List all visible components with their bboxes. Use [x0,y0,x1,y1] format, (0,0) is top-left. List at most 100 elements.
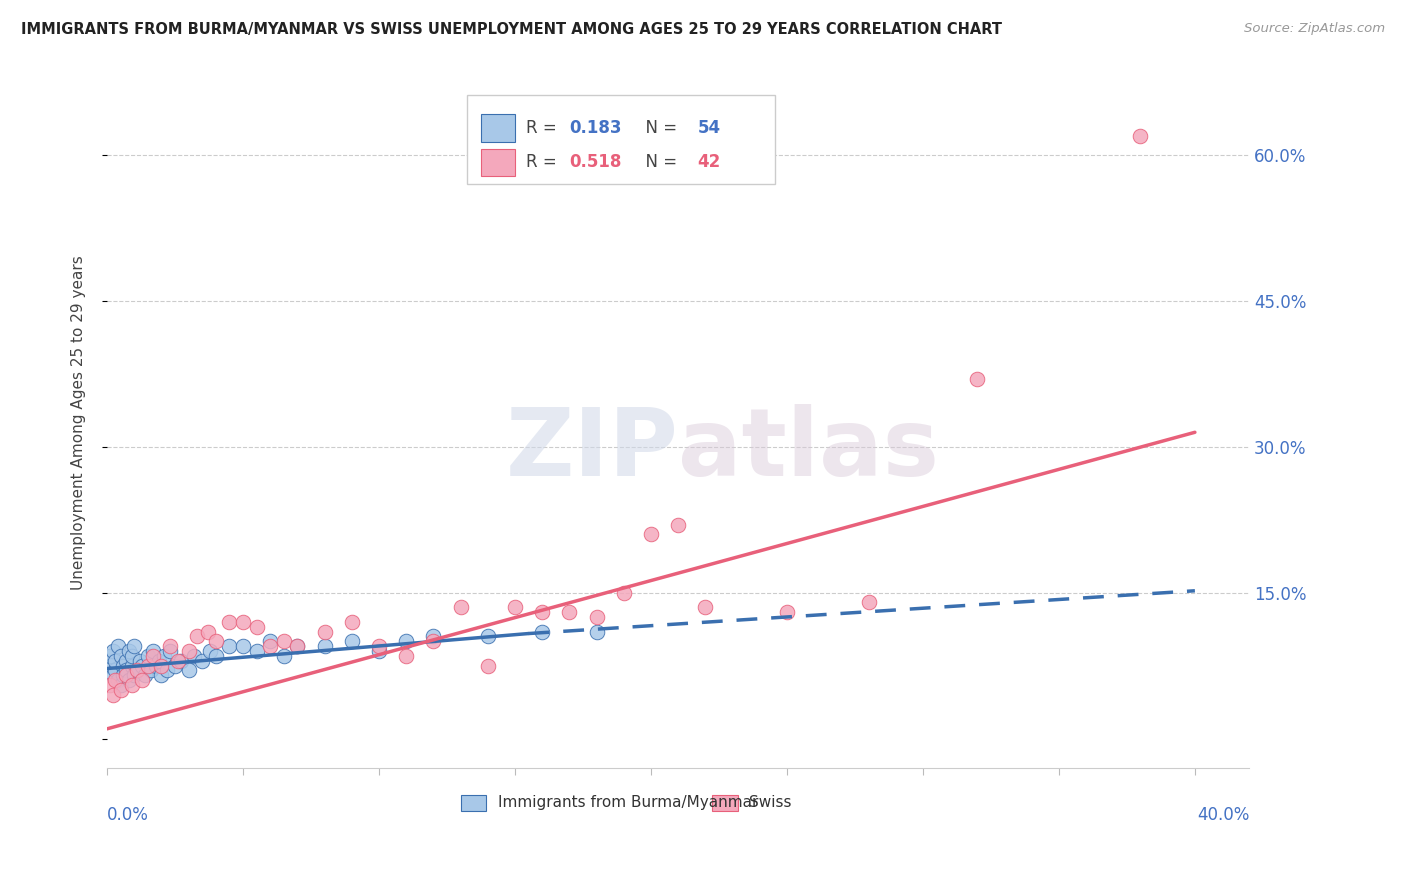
Point [112,658,135,673]
Point [422,630,444,644]
Point [118,673,141,688]
Point [585,624,607,639]
Point [122,668,145,682]
Point [1129,128,1152,143]
Point [205,648,228,663]
Point [205,634,228,648]
Point [101,688,124,702]
Point [666,517,689,532]
Point [340,615,363,629]
Point [101,668,124,682]
FancyBboxPatch shape [461,796,486,811]
Point [115,668,138,682]
Point [613,585,636,599]
Point [200,644,222,658]
Point [118,644,141,658]
Point [104,654,127,668]
Point [134,668,156,682]
Point [218,639,240,653]
Point [395,634,418,648]
Point [142,644,165,658]
Point [107,673,129,688]
Point [166,654,188,668]
Point [246,644,269,658]
Point [98,648,121,663]
Point [148,654,170,668]
Point [169,654,191,668]
Point [98,678,121,692]
Point [273,648,295,663]
Point [165,658,187,673]
Text: 0.183: 0.183 [569,119,623,136]
Point [477,658,499,673]
Point [273,634,295,648]
Point [966,372,988,386]
Point [101,644,124,658]
Point [259,634,281,648]
Point [197,624,219,639]
Point [232,615,254,629]
Text: Swiss: Swiss [749,796,792,811]
Point [125,664,148,678]
Point [218,615,240,629]
Text: N =: N = [634,153,682,171]
Point [531,605,554,619]
Point [177,664,200,678]
Point [640,527,662,541]
Text: 40.0%: 40.0% [1197,805,1250,823]
Text: 42: 42 [697,153,721,171]
Text: atlas: atlas [678,404,939,496]
Text: ZIP: ZIP [505,404,678,496]
Point [110,678,132,692]
FancyBboxPatch shape [481,114,515,142]
Text: R =: R = [526,153,562,171]
Point [503,600,526,615]
Point [159,639,181,653]
Point [368,639,391,653]
Text: IMMIGRANTS FROM BURMA/MYANMAR VS SWISS UNEMPLOYMENT AMONG AGES 25 TO 29 YEARS CO: IMMIGRANTS FROM BURMA/MYANMAR VS SWISS U… [21,22,1002,37]
Text: Immigrants from Burma/Myanmar: Immigrants from Burma/Myanmar [498,796,758,811]
Text: 54: 54 [697,119,721,136]
Point [531,624,554,639]
Point [177,644,200,658]
Point [776,605,799,619]
Point [450,600,472,615]
Point [153,648,176,663]
Point [112,668,135,682]
Point [259,639,281,653]
Point [139,664,162,678]
Point [121,658,143,673]
Point [314,624,336,639]
Text: 0.518: 0.518 [569,153,621,171]
FancyBboxPatch shape [467,95,775,185]
Point [422,634,444,648]
Point [191,654,214,668]
Point [558,605,581,619]
Point [145,658,167,673]
Text: N =: N = [634,119,682,136]
Point [125,664,148,678]
Point [107,639,129,653]
Point [110,648,132,663]
Point [246,620,269,634]
Point [98,658,121,673]
Point [156,664,179,678]
Point [585,610,607,624]
Text: Source: ZipAtlas.com: Source: ZipAtlas.com [1244,22,1385,36]
Point [183,648,205,663]
Point [104,673,127,688]
Point [121,678,143,692]
Text: R =: R = [526,119,562,136]
Point [115,654,138,668]
Point [186,630,208,644]
Point [131,658,153,673]
Point [287,639,309,653]
Point [858,595,880,609]
Point [695,600,717,615]
Text: 0.0%: 0.0% [107,805,149,823]
Point [142,648,165,663]
Point [115,664,138,678]
Point [122,639,145,653]
Point [128,654,150,668]
Y-axis label: Unemployment Among Ages 25 to 29 years: Unemployment Among Ages 25 to 29 years [72,255,86,590]
